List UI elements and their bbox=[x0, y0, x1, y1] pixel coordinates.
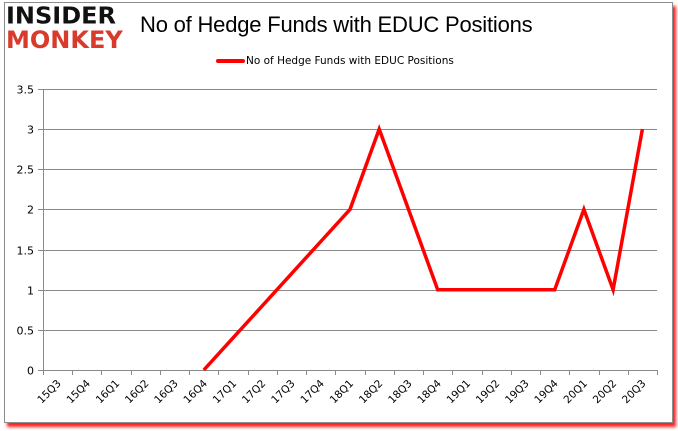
x-tick-label: 18Q3 bbox=[386, 378, 415, 407]
x-tick-label: 16Q4 bbox=[181, 377, 210, 406]
x-tick-label: 15Q4 bbox=[64, 377, 93, 406]
y-tick-label: 0.5 bbox=[17, 325, 35, 338]
chart-legend: No of Hedge Funds with EDUC Positions bbox=[216, 53, 454, 69]
x-tick-label: 17Q1 bbox=[211, 378, 240, 407]
x-tick-label: 20Q1 bbox=[562, 378, 591, 407]
y-tick-label: 3 bbox=[27, 124, 34, 137]
x-tick-label: 19Q4 bbox=[532, 377, 561, 406]
x-tick-label: 19Q3 bbox=[503, 378, 532, 407]
y-tick-label: 1.5 bbox=[17, 245, 35, 258]
x-tick-label: 16Q3 bbox=[152, 378, 181, 407]
x-tick-label: 20Q2 bbox=[591, 378, 620, 407]
x-tick-label: 17Q3 bbox=[269, 378, 298, 407]
legend-label: No of Hedge Funds with EDUC Positions bbox=[246, 55, 454, 67]
y-tick-label: 2 bbox=[27, 204, 34, 217]
chart-frame bbox=[4, 2, 673, 423]
insider-monkey-logo: INSIDER MONKEY bbox=[6, 4, 126, 52]
logo-line-2: MONKEY bbox=[6, 26, 123, 54]
gridlines bbox=[38, 89, 657, 371]
x-axis: 15Q3 15Q4 16Q1 16Q2 16Q3 16Q4 17Q1 17Q2 17Q3 17Q4… bbox=[35, 89, 658, 407]
y-axis-ticks: 0 0.5 1 1.5 2 2.5 3 3.5 bbox=[17, 84, 35, 378]
x-tick-label: 19Q1 bbox=[445, 378, 474, 407]
y-tick-label: 2.5 bbox=[17, 164, 35, 177]
x-tick-label: 16Q2 bbox=[123, 378, 152, 407]
x-tick-label: 15Q3 bbox=[35, 378, 64, 407]
y-tick-label: 0 bbox=[27, 365, 34, 378]
x-tick-label: 17Q2 bbox=[240, 378, 269, 407]
y-tick-label: 1 bbox=[27, 285, 34, 298]
x-tick-label: 20Q3 bbox=[620, 378, 649, 407]
x-tick-label: 17Q4 bbox=[298, 377, 327, 406]
x-tick-label: 18Q1 bbox=[328, 378, 357, 407]
x-tick-label: 19Q2 bbox=[474, 378, 503, 407]
legend-line-swatch-icon bbox=[216, 59, 245, 63]
chart-title: No of Hedge Funds with EDUC Positions bbox=[140, 12, 533, 37]
x-tick-label: 18Q2 bbox=[357, 378, 386, 407]
x-tick-label: 16Q1 bbox=[94, 378, 123, 407]
data-line bbox=[202, 123, 645, 372]
logo-line-1: INSIDER bbox=[6, 2, 117, 30]
x-tick-label: 18Q4 bbox=[415, 377, 444, 406]
y-tick-label: 3.5 bbox=[17, 84, 35, 97]
series-line bbox=[202, 123, 645, 372]
